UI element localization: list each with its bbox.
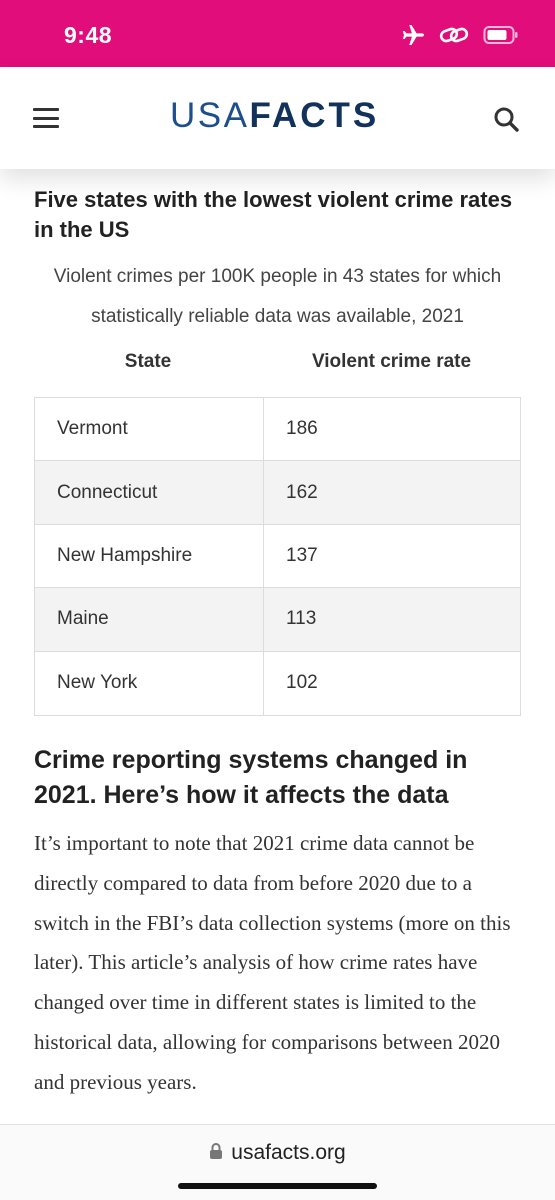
battery-icon	[483, 25, 519, 45]
table-row: Vermont 186	[35, 398, 520, 462]
status-time: 9:48	[64, 22, 113, 48]
search-icon[interactable]	[493, 106, 519, 132]
article-paragraph: It’s important to note that 2021 crime d…	[34, 831, 511, 1094]
table-row: New Hampshire 137	[35, 524, 520, 589]
logo-facts: FACTS	[249, 96, 380, 135]
table-row: Maine 113	[35, 588, 520, 652]
usafacts-logo[interactable]: USAFACTS	[170, 96, 379, 136]
chart-subtitle: Violent crimes per 100K people in 43 sta…	[53, 266, 502, 327]
state-cell: Connecticut	[35, 461, 264, 524]
url-display[interactable]: usafacts.org	[0, 1141, 555, 1165]
rate-cell: 137	[286, 544, 318, 566]
table-row: New York 102	[35, 651, 520, 715]
rate-cell: 186	[286, 418, 318, 440]
status-icons	[401, 24, 519, 46]
state-cell: New Hampshire	[35, 524, 264, 588]
chart-title: Five states with the lowest violent crim…	[34, 187, 513, 242]
hamburger-menu-icon[interactable]	[33, 106, 59, 130]
lock-icon	[209, 1142, 223, 1165]
home-indicator[interactable]	[178, 1183, 377, 1189]
column-header-state: State	[124, 351, 172, 372]
column-header-rate: Violent crime rate	[311, 351, 472, 372]
state-cell: New York	[35, 651, 264, 715]
status-bar: 9:48	[0, 0, 555, 67]
link-icon	[439, 24, 469, 46]
article-content: Five states with the lowest violent crim…	[0, 169, 555, 1124]
state-cell: Vermont	[35, 398, 264, 461]
state-cell: Maine	[35, 588, 264, 651]
rate-cell: 162	[286, 481, 318, 503]
logo-usa: USA	[170, 96, 250, 135]
section-heading: Crime reporting systems changed in 2021.…	[34, 746, 468, 809]
table-header: State Violent crime rate	[34, 351, 521, 381]
rate-cell: 113	[286, 608, 317, 630]
site-header: USAFACTS	[0, 67, 555, 169]
crime-rate-table: Vermont 186 Connecticut 162 New Hampshir…	[34, 397, 521, 716]
airplane-icon	[401, 24, 425, 46]
url-text: usafacts.org	[231, 1141, 346, 1164]
table-row: Connecticut 162	[35, 461, 520, 525]
browser-address-bar[interactable]: usafacts.org	[0, 1124, 555, 1200]
rate-cell: 102	[286, 672, 318, 694]
